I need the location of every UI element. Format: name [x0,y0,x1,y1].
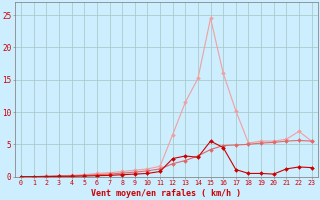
X-axis label: Vent moyen/en rafales ( km/h ): Vent moyen/en rafales ( km/h ) [92,189,241,198]
